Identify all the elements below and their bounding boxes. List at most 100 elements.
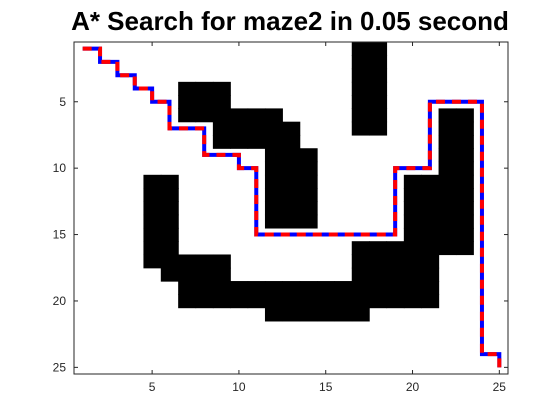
- wall-cell: [438, 241, 457, 256]
- wall-cell: [299, 214, 318, 229]
- wall-cell: [455, 214, 474, 229]
- wall-cell: [212, 108, 231, 123]
- wall-cell: [178, 281, 197, 295]
- y-tick-label: 10: [53, 161, 67, 175]
- wall-cell: [455, 108, 474, 123]
- wall-cell: [160, 241, 179, 256]
- wall-cell: [438, 174, 457, 189]
- wall-cell: [247, 134, 266, 149]
- wall-cell: [455, 148, 474, 163]
- x-axis-ticks: 5 10 15 20 25: [149, 42, 507, 394]
- wall-cell: [334, 294, 353, 309]
- wall-cell: [299, 294, 318, 309]
- wall-cell: [212, 81, 231, 96]
- wall-cell: [282, 214, 301, 229]
- wall-cell: [299, 148, 318, 163]
- wall-cell: [455, 134, 474, 149]
- wall-cell: [455, 161, 474, 176]
- wall-cell: [421, 241, 440, 256]
- maze-walls: [143, 42, 474, 322]
- wall-cell: [195, 267, 214, 282]
- wall-cell: [247, 108, 266, 123]
- wall-cell: [160, 188, 179, 202]
- wall-cell: [351, 68, 370, 83]
- wall-cell: [264, 188, 283, 202]
- wall-cell: [421, 188, 440, 202]
- wall-cell: [421, 294, 440, 309]
- wall-cell: [264, 307, 283, 322]
- wall-cell: [264, 281, 283, 295]
- wall-cell: [403, 241, 422, 256]
- wall-cell: [282, 134, 301, 149]
- wall-cell: [195, 81, 214, 96]
- wall-cell: [438, 121, 457, 136]
- wall-cell: [178, 294, 197, 309]
- wall-cell: [369, 55, 388, 70]
- wall-cell: [317, 294, 335, 309]
- wall-cell: [421, 267, 440, 282]
- wall-cell: [299, 174, 318, 189]
- wall-cell: [369, 95, 388, 109]
- wall-cell: [282, 121, 301, 136]
- wall-cell: [403, 188, 422, 202]
- wall-cell: [282, 307, 301, 322]
- x-tick-label: 15: [319, 380, 333, 394]
- wall-cell: [386, 254, 405, 269]
- wall-cell: [264, 134, 283, 149]
- wall-cell: [403, 254, 422, 269]
- wall-cell: [351, 281, 370, 295]
- wall-cell: [351, 307, 370, 322]
- wall-cell: [317, 307, 335, 322]
- wall-cell: [351, 95, 370, 109]
- wall-cell: [160, 201, 179, 216]
- wall-cell: [438, 201, 457, 216]
- wall-cell: [212, 121, 231, 136]
- wall-cell: [386, 281, 405, 295]
- wall-cell: [178, 81, 197, 96]
- x-tick-label: 25: [493, 380, 507, 394]
- wall-cell: [143, 254, 162, 269]
- chart-title: A* Search for maze2 in 0.05 second: [71, 6, 509, 36]
- search-path: [82, 46, 502, 368]
- wall-cell: [403, 174, 422, 189]
- wall-cell: [160, 267, 179, 282]
- wall-cell: [264, 174, 283, 189]
- wall-cell: [421, 227, 440, 242]
- wall-cell: [178, 267, 197, 282]
- wall-cell: [143, 227, 162, 242]
- wall-cell: [212, 294, 231, 309]
- wall-cell: [455, 174, 474, 189]
- wall-cell: [195, 294, 214, 309]
- wall-cell: [282, 161, 301, 176]
- wall-cell: [299, 161, 318, 176]
- wall-cell: [421, 201, 440, 216]
- wall-cell: [230, 108, 249, 123]
- wall-cell: [438, 214, 457, 229]
- wall-cell: [421, 214, 440, 229]
- wall-cell: [369, 294, 388, 309]
- wall-cell: [386, 241, 405, 256]
- wall-cell: [264, 108, 283, 123]
- wall-cell: [230, 134, 249, 149]
- wall-cell: [247, 294, 266, 309]
- wall-cell: [282, 148, 301, 163]
- wall-cell: [421, 281, 440, 295]
- wall-cell: [403, 294, 422, 309]
- wall-cell: [369, 281, 388, 295]
- wall-cell: [351, 108, 370, 123]
- wall-cell: [386, 267, 405, 282]
- wall-cell: [195, 95, 214, 109]
- wall-cell: [334, 281, 353, 295]
- wall-cell: [264, 294, 283, 309]
- wall-cell: [351, 294, 370, 309]
- wall-cell: [403, 227, 422, 242]
- wall-cell: [212, 267, 231, 282]
- wall-cell: [143, 201, 162, 216]
- wall-cell: [264, 161, 283, 176]
- x-tick-label: 5: [149, 380, 156, 394]
- wall-cell: [212, 95, 231, 109]
- wall-cell: [299, 188, 318, 202]
- wall-cell: [438, 134, 457, 149]
- wall-cell: [351, 55, 370, 70]
